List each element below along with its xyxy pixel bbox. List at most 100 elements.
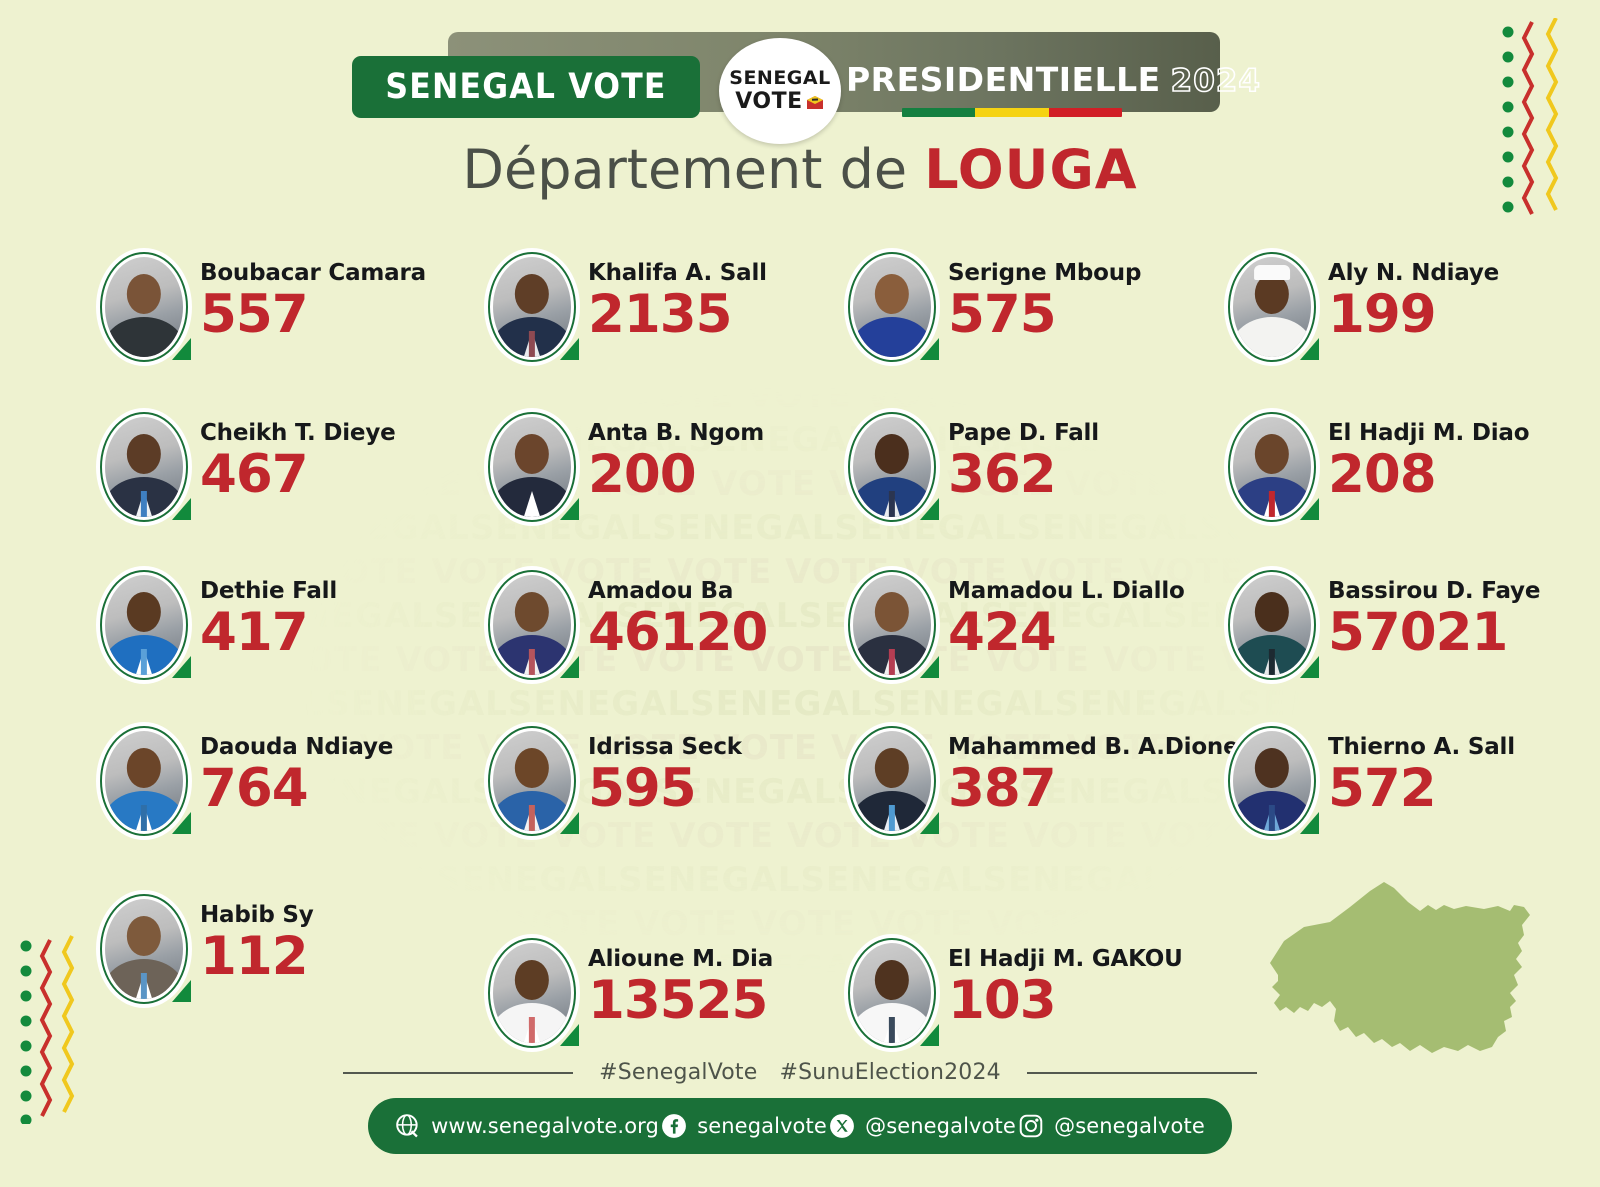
logo-badge-label: SENEGAL VOTE — [385, 67, 667, 107]
avatar-corner-accent — [920, 656, 939, 678]
avatar-corner-accent — [560, 498, 579, 520]
avatar-corner-accent — [172, 498, 191, 520]
avatar-body — [105, 317, 183, 357]
avatar-head — [514, 592, 550, 632]
candidate-card: Alioune M. Dia 13525 — [484, 934, 844, 1062]
divider-left — [343, 1071, 574, 1074]
avatar-corner-accent — [560, 656, 579, 678]
logo-circle-line1: SENEGAL — [729, 67, 831, 89]
page-title-prefix: Département de — [462, 138, 925, 201]
avatar-head — [874, 592, 910, 632]
candidate-info: Habib Sy 112 — [200, 902, 460, 984]
social-link-facebook[interactable]: senegalvote — [661, 1113, 827, 1139]
header: SENEGAL VOTE SENEGAL VOTE PRESIDENTIELLE… — [0, 22, 1600, 144]
avatar-corner-accent — [560, 1024, 579, 1046]
candidate-card: Boubacar Camara 557 — [96, 248, 456, 376]
avatar-head — [126, 434, 162, 474]
zigzag-decoration-icon — [1502, 17, 1559, 215]
candidate-card: Pape D. Fall 362 — [844, 408, 1204, 536]
candidate-avatar — [484, 566, 580, 684]
avatar-corner-accent — [920, 812, 939, 834]
avatar-photo — [493, 575, 571, 675]
avatar-corner-accent — [560, 338, 579, 360]
candidate-avatar — [844, 408, 940, 526]
candidate-name: Alioune M. Dia — [588, 946, 774, 972]
senegal-flag-bar — [902, 108, 1122, 117]
candidate-vote-count: 595 — [588, 758, 697, 819]
avatar-corner-accent — [172, 980, 191, 1002]
candidate-info: Pape D. Fall 362 — [948, 420, 1208, 502]
candidate-info: Aly N. Ndiaye 199 — [1328, 260, 1588, 342]
candidate-info: El Hadji M. GAKOU 103 — [948, 946, 1208, 1028]
candidate-vote-count: 2135 — [588, 284, 733, 345]
candidate-avatar — [484, 722, 580, 840]
avatar-corner-accent — [920, 338, 939, 360]
candidate-vote-count: 387 — [948, 758, 1057, 819]
avatar-photo — [853, 943, 931, 1043]
avatar-tie — [1268, 649, 1276, 675]
candidate-vote-count: 57021 — [1328, 602, 1508, 663]
avatar-ring — [848, 252, 936, 362]
candidate-vote-count: 572 — [1328, 758, 1437, 819]
avatar-head — [514, 434, 550, 474]
candidate-avatar — [1224, 408, 1320, 526]
avatar-tie — [888, 649, 896, 675]
candidate-card: Khalifa A. Sall 2135 — [484, 248, 844, 376]
avatar-head — [126, 748, 162, 788]
avatar-photo — [1233, 257, 1311, 357]
avatar-ring — [100, 252, 188, 362]
avatar-head — [126, 592, 162, 632]
candidate-info: Cheikh T. Dieye 467 — [200, 420, 460, 502]
candidate-info: Boubacar Camara 557 — [200, 260, 460, 342]
candidate-avatar — [96, 408, 192, 526]
avatar-ring — [1228, 570, 1316, 680]
avatar-head — [1254, 274, 1290, 314]
avatar-ring — [1228, 412, 1316, 522]
candidate-name: Serigne Mboup — [948, 260, 1142, 286]
flag-stripe-yellow — [975, 108, 1049, 117]
candidate-name: Khalifa A. Sall — [588, 260, 767, 286]
candidate-info: Mahammed B. A.Dione 387 — [948, 734, 1239, 819]
avatar-tie — [528, 1017, 536, 1043]
avatar-head — [874, 960, 910, 1000]
candidate-vote-count: 557 — [200, 284, 309, 345]
candidate-vote-count: 199 — [1328, 284, 1437, 345]
hashtags: #SenegalVote #SunuElection2024 — [599, 1060, 1001, 1085]
candidate-info: Alioune M. Dia 13525 — [588, 946, 848, 1028]
avatar-ring — [488, 412, 576, 522]
candidate-name: Aly N. Ndiaye — [1328, 260, 1500, 286]
avatar-corner-accent — [1300, 812, 1319, 834]
social-link-globe[interactable]: www.senegalvote.org — [395, 1113, 659, 1139]
avatar-head — [514, 274, 550, 314]
avatar-ring — [848, 938, 936, 1048]
avatar-corner-accent — [172, 338, 191, 360]
divider-right — [1026, 1071, 1257, 1074]
avatar-corner-accent — [920, 498, 939, 520]
facebook-icon — [662, 1114, 687, 1138]
avatar-ring — [848, 726, 936, 836]
avatar-tie — [140, 973, 148, 999]
page-title: Département de LOUGA — [0, 138, 1600, 201]
senegal-vote-logo-circle: SENEGAL VOTE — [719, 38, 841, 144]
candidate-card: Mahammed B. A.Dione 387 — [844, 722, 1239, 850]
decoration-top-right — [1498, 17, 1578, 223]
x-twitter-icon — [830, 1114, 855, 1138]
candidate-name: Daouda Ndiaye — [200, 734, 394, 760]
flag-stripe-green — [902, 108, 976, 117]
candidate-avatar — [484, 934, 580, 1052]
avatar-corner-accent — [172, 812, 191, 834]
candidate-card: Cheikh T. Dieye 467 — [96, 408, 456, 536]
social-link-x-twitter[interactable]: @senegalvote — [829, 1113, 1016, 1139]
candidate-avatar — [96, 248, 192, 366]
avatar-photo — [853, 731, 931, 831]
candidate-avatar — [96, 722, 192, 840]
social-link-instagram[interactable]: @senegalvote — [1018, 1113, 1205, 1139]
logo-circle-line2-wrap: VOTE — [735, 91, 824, 113]
candidate-card: Daouda Ndiaye 764 — [96, 722, 456, 850]
globe-icon — [396, 1114, 418, 1138]
ballot-box-icon — [806, 96, 823, 109]
avatar-body — [853, 317, 931, 357]
avatar-photo — [105, 575, 183, 675]
avatar-tie — [528, 649, 536, 675]
candidate-vote-count: 362 — [948, 444, 1057, 505]
